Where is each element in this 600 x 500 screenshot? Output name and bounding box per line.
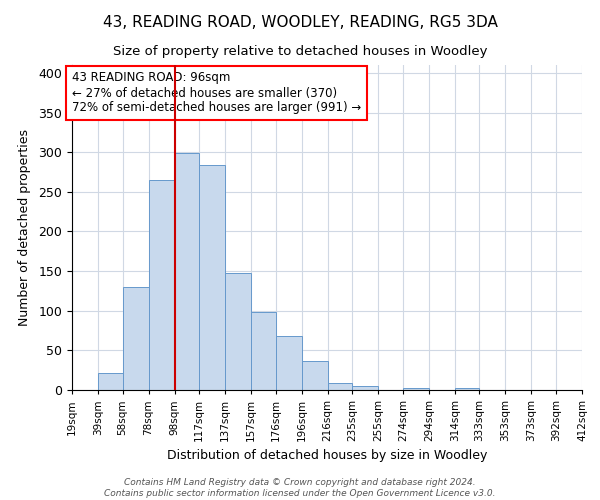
Y-axis label: Number of detached properties: Number of detached properties xyxy=(19,129,31,326)
Text: Contains HM Land Registry data © Crown copyright and database right 2024.
Contai: Contains HM Land Registry data © Crown c… xyxy=(104,478,496,498)
Bar xyxy=(276,336,302,390)
Bar xyxy=(455,388,479,390)
Bar xyxy=(403,388,429,390)
Bar xyxy=(122,287,149,390)
Bar xyxy=(251,312,276,390)
Bar xyxy=(199,165,225,390)
Text: Size of property relative to detached houses in Woodley: Size of property relative to detached ho… xyxy=(113,45,487,58)
Bar xyxy=(98,372,122,390)
Bar xyxy=(352,386,378,390)
X-axis label: Distribution of detached houses by size in Woodley: Distribution of detached houses by size … xyxy=(167,450,487,462)
Bar xyxy=(328,383,352,390)
Bar xyxy=(149,180,175,390)
Bar xyxy=(302,360,328,390)
Bar xyxy=(225,274,251,390)
Bar xyxy=(175,153,199,390)
Text: 43, READING ROAD, WOODLEY, READING, RG5 3DA: 43, READING ROAD, WOODLEY, READING, RG5 … xyxy=(103,15,497,30)
Text: 43 READING ROAD: 96sqm
← 27% of detached houses are smaller (370)
72% of semi-de: 43 READING ROAD: 96sqm ← 27% of detached… xyxy=(72,72,361,114)
